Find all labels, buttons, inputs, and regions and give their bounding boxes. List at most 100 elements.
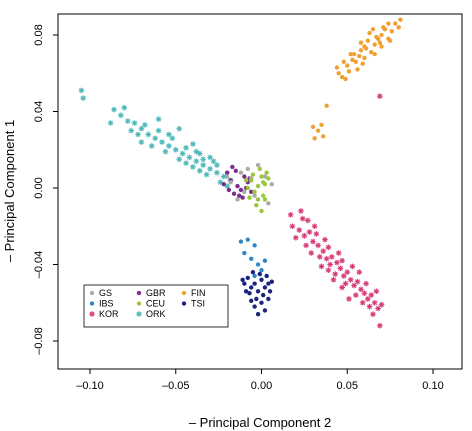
y-axis: 0.08 0.04 0.00 –0.04 –0.08 [33,24,58,355]
data-point-kor [366,303,373,310]
data-point-ork [214,169,220,176]
legend-label-gs: GS [99,288,112,298]
series-ibs [238,237,268,279]
data-point-gbr [225,170,230,175]
series-kor [287,93,385,329]
data-point-kor [306,229,313,235]
data-point-tsi [264,273,269,279]
data-point-ceu [259,208,264,214]
legend-marker-ibs [89,301,95,306]
data-point-kor [287,211,294,218]
data-point-ork [166,143,172,149]
data-point-ibs [242,250,247,256]
data-point-kor [323,255,330,262]
data-point-kor [342,280,349,287]
series-tsi [240,269,274,317]
series-ceu [243,166,271,214]
data-point-kor [298,208,304,214]
data-point-ork [142,122,148,128]
data-point-ork [148,143,155,149]
data-point-tsi [259,277,264,282]
data-point-ibs [245,237,250,242]
data-point-tsi [259,300,264,305]
data-point-ork [190,141,196,147]
data-point-kor [335,250,342,256]
data-point-fin [370,27,376,32]
data-point-fin [379,32,384,38]
data-point-gs [225,174,230,179]
legend-label-gbr: GBR [146,288,166,298]
data-point-ceu [259,174,264,179]
data-point-kor [289,223,296,230]
data-point-fin [374,34,379,40]
data-point-fin [324,103,329,108]
data-point-ork [176,125,182,132]
data-point-gs [269,181,274,187]
data-point-ork [172,146,179,153]
data-point-fin [365,38,371,43]
data-point-kor [293,234,299,241]
legend-label-ork: ORK [146,309,166,319]
data-point-kor [313,231,320,237]
data-point-fin [310,124,316,129]
data-point-kor [354,278,361,285]
legend-box [83,284,229,328]
data-point-tsi [252,304,257,309]
data-point-fin [393,21,398,26]
data-point-kor [299,215,306,222]
data-point-fin [389,28,395,34]
data-point-kor [339,284,345,291]
data-point-tsi [269,279,274,284]
data-point-ork [155,127,162,134]
data-point-kor [358,286,364,293]
data-point-kor [310,238,316,245]
data-point-ceu [245,185,250,191]
legend-marker-ceu [136,301,142,306]
x-tick-label: –0.05 [162,380,190,392]
data-point-ork [138,139,145,145]
data-point-ceu [264,170,269,175]
data-point-fin [386,21,391,26]
data-point-kor [377,322,383,329]
data-point-fin [360,61,365,66]
data-point-gbr [231,191,237,196]
data-point-kor [311,223,318,230]
data-point-kor [361,290,368,296]
y-tick-label: 0.00 [33,177,45,198]
data-point-tsi [262,285,268,290]
data-point-kor [356,269,363,275]
data-point-fin [312,136,317,141]
data-point-ceu [261,193,266,198]
data-point-ork [118,112,124,119]
plot-frame [57,13,463,370]
data-point-kor [327,261,333,268]
data-point-ceu [252,189,257,195]
data-point-ceu [254,203,259,208]
data-point-gs [242,189,247,195]
data-point-gbr [230,164,235,170]
data-point-gs [228,180,233,185]
data-point-fin [372,51,377,57]
x-tick-label: 0.05 [337,380,358,392]
data-point-fin [341,59,347,64]
data-point-kor [365,296,371,302]
data-point-ceu [261,180,266,185]
series-fin [310,17,403,141]
data-point-tsi [262,308,268,313]
data-point-ork [193,158,200,165]
data-point-ceu [255,183,261,189]
legend-label-ibs: IBS [99,299,114,309]
data-point-fin [339,74,345,80]
data-point-kor [378,301,385,308]
data-point-fin [321,134,326,139]
legend-marker-fin [181,290,187,296]
data-point-ceu [243,178,249,183]
data-point-ibs [259,268,264,273]
data-point-tsi [249,298,254,304]
data-point-fin [346,69,352,74]
data-point-gbr [237,193,242,198]
y-tick-label: 0.04 [33,101,45,122]
data-point-kor [346,296,352,302]
data-point-kor [320,248,327,254]
data-point-kor [344,269,351,275]
